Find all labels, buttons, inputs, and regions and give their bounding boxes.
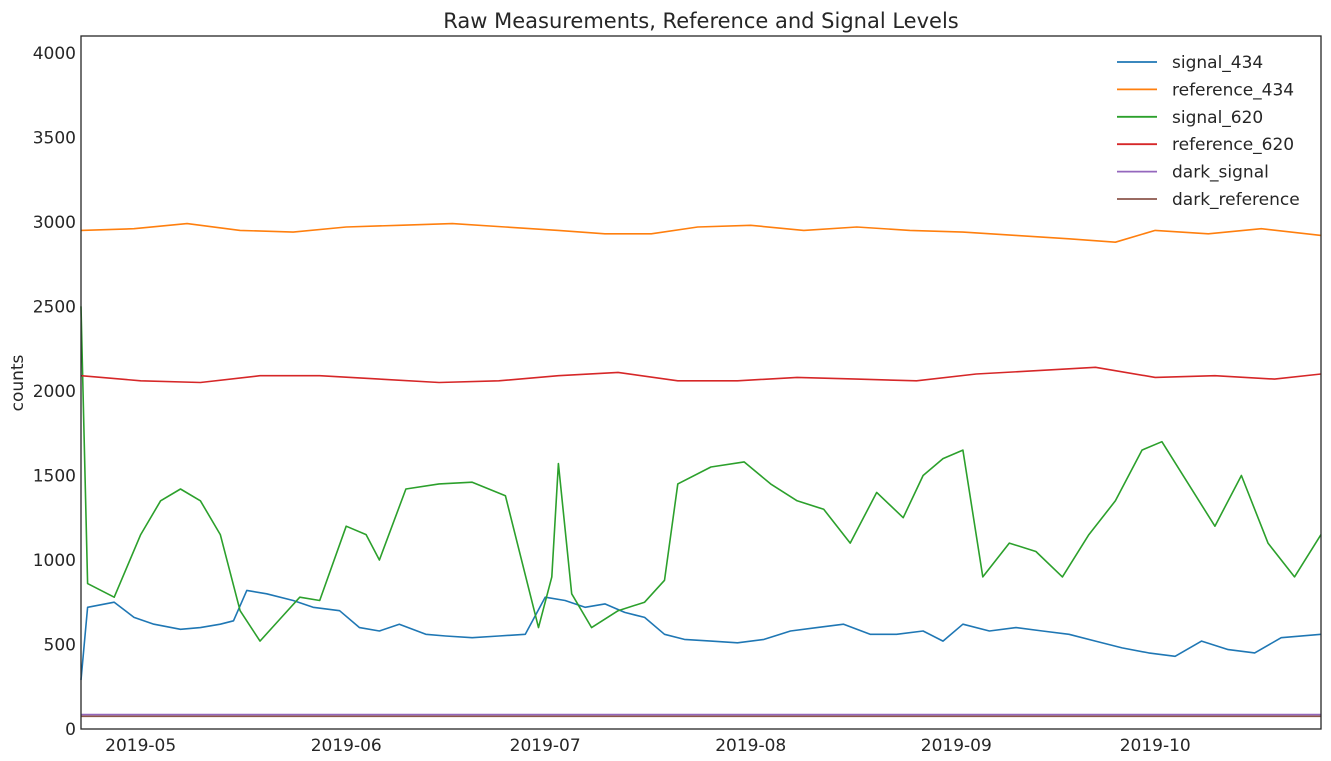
x-tick-label: 2019-06 [311,736,382,756]
chart-title: Raw Measurements, Reference and Signal L… [443,9,958,33]
x-tick-label: 2019-10 [1120,736,1191,756]
legend-label-reference_434: reference_434 [1172,80,1294,100]
plot-area [80,222,1322,718]
y-tick-label: 2500 [33,297,76,317]
series-line-reference_434 [80,222,1322,243]
legend-label-reference_620: reference_620 [1172,135,1294,155]
x-tick-label: 2019-08 [715,736,786,756]
x-tick-label: 2019-07 [510,736,581,756]
legend-label-signal_434: signal_434 [1172,53,1263,73]
legend: signal_434 reference_434 signal_620referen… [1117,53,1300,210]
plot-frame [80,35,1322,730]
x-axis: 2019-05 2019-06 2019-07 2019-08 2019-09 2019-… [105,736,1191,756]
y-tick-label: 1000 [33,551,76,571]
legend-label-dark_reference: dark_reference [1172,190,1300,210]
legend-label-dark_signal: dark_signal [1172,163,1269,183]
y-tick-label: 4000 [33,44,76,64]
y-tick-label: 500 [44,635,76,655]
legend-label-signal_620: signal_620 [1172,108,1263,128]
y-tick-label: 2000 [33,382,76,402]
x-tick-label: 2019-09 [921,736,992,756]
series-line-signal_620 [80,306,1322,642]
y-tick-label: 3500 [33,128,76,148]
y-tick-label: 3000 [33,213,76,233]
series-line-signal_434 [80,589,1322,681]
series-line-reference_620 [80,366,1322,384]
y-tick-label: 0 [65,720,76,740]
y-axis: 0 500 1000 1500 2000 2500 3000 3500 4000 [33,44,76,740]
x-tick-label: 2019-05 [105,736,176,756]
y-axis-title: counts [8,354,28,411]
y-tick-label: 1500 [33,466,76,486]
